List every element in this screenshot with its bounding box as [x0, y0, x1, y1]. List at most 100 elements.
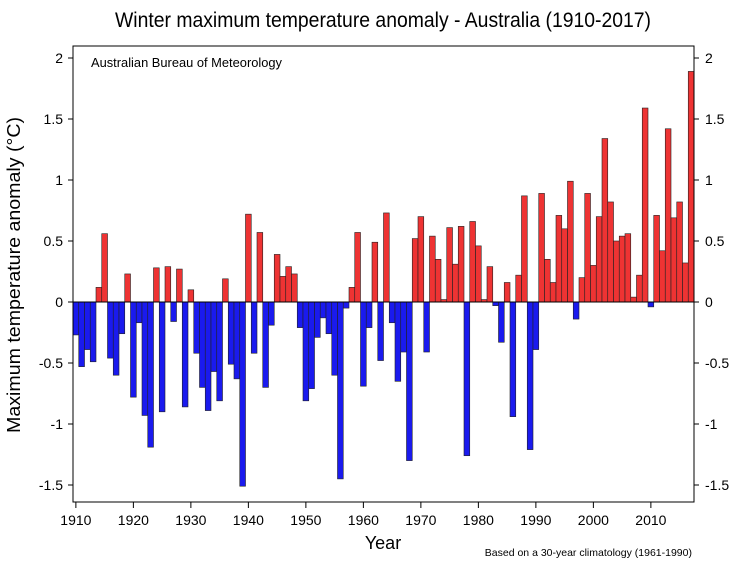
bar-1998	[578, 277, 586, 303]
bar-2007	[630, 296, 637, 303]
y-tick-label-right: 2	[705, 50, 713, 66]
bar-1910	[72, 301, 80, 336]
bar-1926	[164, 266, 172, 303]
bar-1971	[423, 301, 430, 353]
bar-1943	[262, 301, 269, 388]
bar-1949	[296, 301, 304, 328]
bar-1969	[411, 238, 419, 303]
x-tick-label: 2010	[635, 512, 666, 528]
bar-1915	[101, 233, 108, 303]
bar-1964	[383, 212, 390, 303]
bar-1955	[331, 301, 338, 376]
bar-2002	[601, 138, 609, 303]
bar-1916	[107, 301, 114, 359]
chart-title: Winter maximum temperature anomaly - Aus…	[115, 9, 651, 32]
bar-1984	[498, 301, 505, 343]
bar-1931	[193, 301, 200, 354]
x-axis-label: Year	[365, 533, 401, 553]
bar-1985	[503, 282, 511, 303]
bar-1978	[463, 301, 471, 457]
bar-1941	[250, 301, 258, 354]
bar-1951	[308, 301, 315, 389]
bar-1997	[572, 301, 580, 320]
bar-2004	[613, 240, 620, 303]
plot-frame	[72, 45, 695, 503]
bar-1957	[342, 301, 350, 309]
y-tick-label-left: -0.5	[39, 355, 63, 371]
x-tick-label: 1950	[290, 512, 321, 528]
bar-1991	[538, 193, 545, 303]
bar-1987	[515, 274, 522, 303]
footnote: Based on a 30-year climatology (1961-199…	[485, 547, 692, 559]
x-axis: 1910 1920 1930 1940 1950 1960 1970 1980 1990 2000…	[60, 502, 667, 528]
bar-1993	[549, 282, 557, 303]
bar-2000	[590, 265, 597, 303]
bar-2015	[676, 201, 683, 303]
bar-1946	[279, 276, 287, 303]
bar-1961	[365, 301, 373, 328]
bar-1995	[561, 228, 568, 303]
bar-1922	[141, 301, 149, 416]
bar-1979	[469, 221, 476, 303]
bar-1986	[509, 301, 517, 417]
x-tick-label: 1910	[60, 512, 91, 528]
bar-1977	[457, 226, 465, 303]
bar-1914	[95, 287, 103, 303]
bar-1982	[486, 266, 494, 303]
bar-1976	[452, 263, 459, 303]
x-tick-label: 1980	[463, 512, 494, 528]
bar-1973	[434, 258, 442, 303]
bar-1950	[302, 301, 310, 402]
bar-1975	[446, 227, 453, 303]
bar-2009	[641, 107, 649, 303]
bar-1913	[89, 301, 97, 363]
bar-1980	[475, 245, 482, 303]
bar-1967	[400, 301, 407, 353]
bar-1911	[78, 301, 85, 367]
x-tick-label: 1920	[118, 512, 149, 528]
bar-1959	[354, 232, 361, 303]
bar-1938	[233, 301, 241, 380]
bar-2017	[687, 71, 695, 303]
bar-1944	[268, 301, 275, 326]
bar-2006	[624, 233, 632, 303]
bar-1917	[112, 301, 120, 376]
y-tick-label-right: 0.5	[705, 233, 725, 249]
bar-1934	[210, 301, 218, 372]
bar-2016	[682, 262, 689, 303]
bar-1952	[314, 301, 321, 338]
y-tick-label-left: -1	[51, 416, 64, 432]
bar-1966	[394, 301, 402, 382]
bar-1983	[492, 301, 499, 306]
y-tick-label-right: -1	[705, 416, 718, 432]
bar-1939	[239, 301, 246, 487]
bar-1994	[555, 215, 563, 303]
bar-1925	[158, 301, 166, 413]
bar-1942	[256, 232, 264, 303]
bar-2010	[647, 301, 655, 308]
bar-1953	[319, 301, 327, 319]
y-tick-label-left: 1	[55, 172, 63, 188]
bar-1928	[176, 268, 183, 303]
bar-1965	[388, 301, 396, 324]
bar-1919	[124, 273, 131, 303]
bar-1947	[285, 266, 292, 303]
bar-1929	[181, 301, 189, 408]
bar-1999	[584, 193, 591, 303]
bar-1992	[544, 258, 551, 303]
bar-1918	[118, 301, 126, 335]
y-tick-label-left: 1.5	[44, 111, 64, 127]
y-tick-label-left: 0.5	[44, 233, 64, 249]
bar-2012	[659, 250, 666, 303]
bar-1996	[567, 180, 574, 303]
bar-1988	[521, 195, 528, 303]
y-tick-label-left: 2	[55, 50, 63, 66]
y-tick-label-right: -0.5	[705, 355, 729, 371]
bar-1927	[170, 301, 177, 322]
y-axis-label: Maximum temperature anomaly (°C)	[4, 117, 24, 433]
bar-1990	[532, 301, 540, 350]
bar-1948	[291, 273, 298, 303]
bar-1940	[245, 213, 252, 303]
y-axis-left: 2 1.5 1 0.5 0 -0.5 -1 -1.5	[39, 50, 73, 493]
